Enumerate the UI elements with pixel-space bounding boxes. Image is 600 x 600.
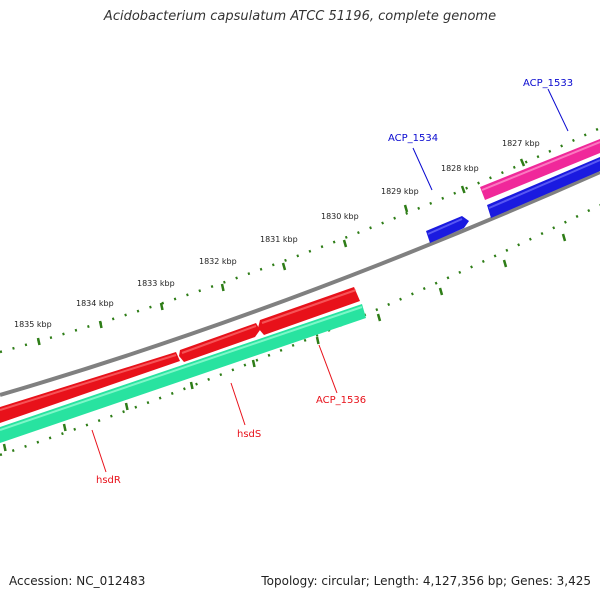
kbp-label: 1829 kbp — [381, 187, 419, 196]
map-title: Acidobacterium capsulatum ATCC 51196, co… — [103, 9, 497, 24]
pink-genes — [480, 139, 600, 200]
gene-acp1536[interactable] — [258, 287, 360, 335]
forward-genes-red — [0, 287, 360, 423]
kbp-label: 1828 kbp — [441, 164, 479, 173]
gene-teal-strip[interactable] — [0, 304, 366, 443]
kbp-label: 1833 kbp — [137, 279, 175, 288]
accession-text: Accession: NC_012483 — [9, 574, 146, 588]
gene-label-acp1536: ACP_1536 — [316, 395, 366, 406]
gene-label-acp1534: ACP_1534 — [388, 133, 438, 144]
kbp-label: 1831 kbp — [260, 235, 298, 244]
major-ticks-inner — [2, 233, 567, 452]
kbp-label: 1835 kbp — [14, 320, 52, 329]
scale-labels: 1835 kbp 1834 kbp 1833 kbp 1832 kbp 1831… — [14, 139, 540, 329]
teal-genes — [0, 304, 366, 443]
blue-genes — [426, 157, 600, 243]
kbp-label: 1832 kbp — [199, 257, 237, 266]
genome-backbone — [0, 170, 600, 397]
gene-acp1534[interactable] — [426, 216, 469, 243]
major-ticks-outer — [36, 158, 526, 346]
gene-label-acp1533: ACP_1533 — [523, 78, 573, 89]
kbp-label: 1830 kbp — [321, 212, 359, 221]
topology-text: Topology: circular; Length: 4,127,356 bp… — [261, 574, 591, 588]
inner-tick-track — [0, 203, 600, 457]
leader-lines — [91, 88, 569, 473]
outer-tick-track — [0, 126, 600, 354]
gene-label-hsdR: hsdR — [96, 475, 121, 486]
gene-labels: hsdR hsdS ACP_1536 ACP_1534 ACP_1533 — [96, 78, 573, 486]
gene-hsdR[interactable] — [0, 352, 180, 423]
gene-label-hsdS: hsdS — [237, 429, 261, 440]
kbp-label: 1827 kbp — [502, 139, 540, 148]
kbp-label: 1834 kbp — [76, 299, 114, 308]
